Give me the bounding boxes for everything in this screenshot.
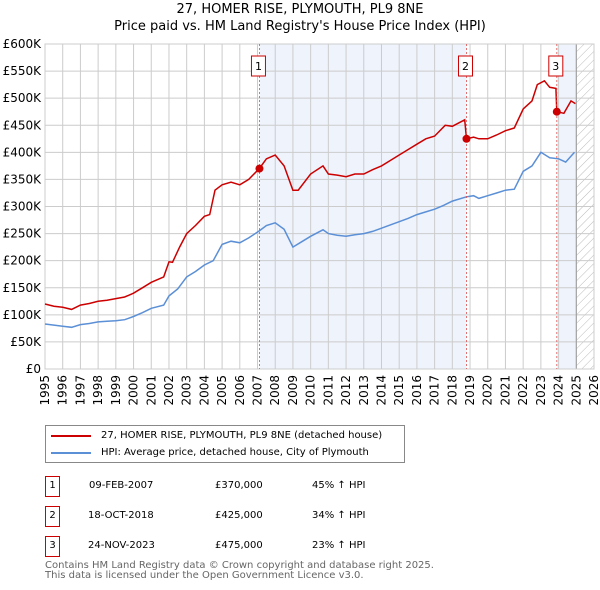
x-tick-label: 2010 bbox=[304, 375, 318, 406]
x-tick-label: 2005 bbox=[215, 375, 229, 406]
y-tick-label: £450K bbox=[3, 118, 43, 132]
x-tick-label: 2023 bbox=[534, 375, 548, 406]
x-tick-label: 2008 bbox=[268, 375, 282, 406]
x-tick-label: 1996 bbox=[56, 375, 70, 406]
x-tick-label: 2026 bbox=[587, 375, 600, 406]
x-tick-label: 2025 bbox=[569, 375, 583, 406]
x-tick-label: 2003 bbox=[180, 375, 194, 406]
sale-hpi: 34% ↑ HPI bbox=[312, 510, 366, 521]
legend-label: HPI: Average price, detached house, City… bbox=[101, 447, 369, 458]
legend: 27, HOMER RISE, PLYMOUTH, PL9 8NE (detac… bbox=[45, 425, 405, 463]
sale-marker-label: 1 bbox=[255, 60, 262, 73]
hpi-line bbox=[44, 151, 576, 329]
legend-item-hpi: HPI: Average price, detached house, City… bbox=[51, 447, 369, 458]
x-tick-label: 2021 bbox=[498, 375, 512, 406]
y-tick-label: £50K bbox=[10, 335, 42, 349]
legend-item-property: 27, HOMER RISE, PLYMOUTH, PL9 8NE (detac… bbox=[51, 430, 382, 441]
y-tick-label: £200K bbox=[3, 254, 43, 268]
x-tick-label: 2001 bbox=[144, 375, 158, 406]
sale-hpi: 45% ↑ HPI bbox=[312, 480, 366, 491]
x-tick-label: 2022 bbox=[516, 375, 530, 406]
x-tick-label: 2007 bbox=[251, 375, 265, 406]
sale-price: £425,000 bbox=[215, 510, 263, 521]
x-tick-label: 2019 bbox=[463, 375, 477, 406]
y-tick-label: £100K bbox=[3, 308, 43, 322]
x-tick-label: 1995 bbox=[38, 375, 52, 406]
y-tick-label: £300K bbox=[3, 200, 43, 214]
sale-marker-label: 3 bbox=[552, 60, 559, 73]
x-tick-label: 2020 bbox=[481, 375, 495, 406]
sale-marker: 3 bbox=[45, 536, 60, 557]
x-tick-label: 2017 bbox=[428, 375, 442, 406]
sale-marker-box bbox=[457, 55, 473, 77]
sale-date: 09-FEB-2007 bbox=[89, 480, 154, 491]
sale-date: 18-OCT-2018 bbox=[88, 510, 154, 521]
sale-row: 1 09-FEB-2007 £370,000 45% ↑ HPI bbox=[45, 476, 545, 497]
x-tick-label: 1997 bbox=[73, 375, 87, 406]
footer: Contains HM Land Registry data © Crown c… bbox=[45, 561, 434, 580]
sale-row: 3 24-NOV-2023 £475,000 23% ↑ HPI bbox=[45, 536, 545, 557]
sale-point bbox=[462, 134, 471, 143]
y-tick-label: £350K bbox=[3, 172, 43, 186]
legend-swatch-blue bbox=[51, 451, 91, 454]
sale-marker-box bbox=[548, 55, 564, 77]
sale-row: 2 18-OCT-2018 £425,000 34% ↑ HPI bbox=[45, 506, 545, 527]
sale-point bbox=[552, 107, 561, 116]
chart-subtitle: Price paid vs. HM Land Registry's House … bbox=[114, 19, 486, 34]
plot-border bbox=[44, 43, 595, 370]
x-tick-label: 2002 bbox=[162, 375, 176, 406]
sale-marker-label: 2 bbox=[462, 60, 469, 73]
footer-licence: This data is licensed under the Open Gov… bbox=[45, 569, 364, 581]
x-tick-label: 1998 bbox=[91, 375, 105, 406]
x-tick-label: 2000 bbox=[127, 375, 141, 406]
legend-label: 27, HOMER RISE, PLYMOUTH, PL9 8NE (detac… bbox=[101, 430, 383, 441]
x-tick-label: 2015 bbox=[392, 375, 406, 406]
x-tick-label: 1999 bbox=[109, 375, 123, 406]
legend-swatch-red bbox=[51, 434, 91, 437]
x-tick-label: 2024 bbox=[552, 375, 566, 406]
y-tick-label: £250K bbox=[3, 227, 43, 241]
sale-point bbox=[255, 164, 264, 173]
y-tick-label: £150K bbox=[3, 281, 43, 295]
x-tick-label: 2006 bbox=[233, 375, 247, 406]
x-tick-label: 2013 bbox=[357, 375, 371, 406]
sale-marker: 1 bbox=[45, 476, 60, 497]
sale-date: 24-NOV-2023 bbox=[88, 540, 155, 551]
y-tick-label: £600K bbox=[3, 37, 43, 51]
sale-marker: 2 bbox=[45, 506, 60, 527]
y-tick-label: £400K bbox=[3, 145, 43, 159]
x-tick-label: 2014 bbox=[374, 375, 388, 406]
x-tick-label: 2009 bbox=[286, 375, 300, 406]
property-price-line bbox=[44, 79, 576, 311]
sale-marker-box bbox=[250, 55, 266, 77]
sale-hpi: 23% ↑ HPI bbox=[312, 540, 366, 551]
y-tick-label: £500K bbox=[3, 91, 43, 105]
x-tick-label: 2018 bbox=[445, 375, 459, 406]
sale-price: £475,000 bbox=[215, 540, 263, 551]
price-chart: £0 £50K £100K £150K £200K £250K £300K £350K £400… bbox=[3, 37, 600, 406]
footer-copyright: Contains HM Land Registry data © Crown c… bbox=[45, 560, 434, 571]
x-tick-label: 2011 bbox=[321, 375, 335, 406]
y-tick-label: £550K bbox=[3, 64, 43, 78]
x-tick-label: 2012 bbox=[339, 375, 353, 406]
y-tick-label: £0 bbox=[26, 362, 41, 376]
chart-title: 27, HOMER RISE, PLYMOUTH, PL9 8NE bbox=[176, 2, 424, 17]
sale-price: £370,000 bbox=[215, 480, 263, 491]
x-tick-label: 2016 bbox=[410, 375, 424, 406]
x-tick-label: 2004 bbox=[197, 375, 211, 406]
